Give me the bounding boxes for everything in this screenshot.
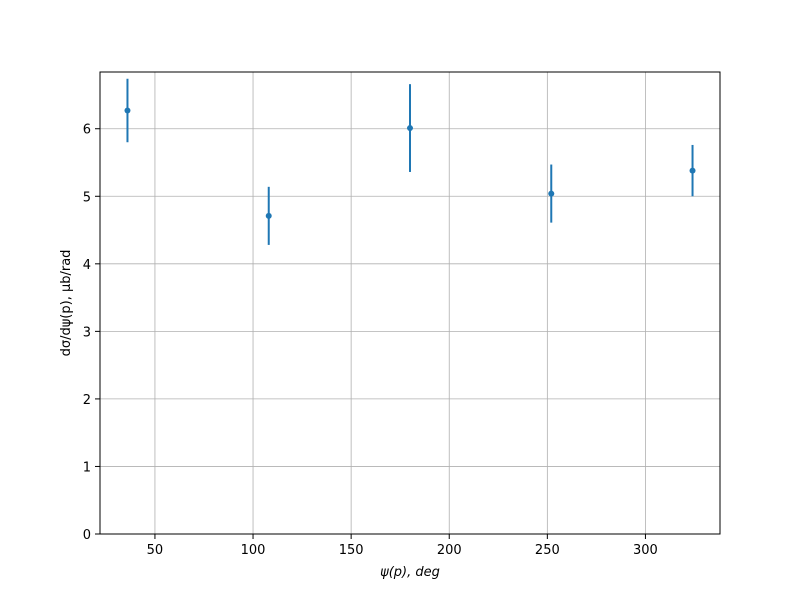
plot-frame [99,71,721,535]
y-tick-label: 6 [83,123,91,138]
y-tick-label: 0 [83,528,91,543]
y-tick-label: 2 [83,393,91,408]
x-tick-label: 100 [241,543,266,558]
point [265,212,272,219]
x-tick-label: 250 [535,543,560,558]
x-tick-label: 300 [633,543,658,558]
point [689,167,696,174]
x-tick-label: 200 [437,543,462,558]
point [548,190,555,197]
y-axis-label: dσ/dψ(p), μb/rad [59,250,74,357]
y-tick-label: 4 [83,258,91,273]
x-tick-label: 150 [339,543,364,558]
x-axis-label: ψ(p), deg [380,565,440,580]
point [407,125,413,132]
y-tick-label: 3 [83,325,91,340]
point [124,107,131,114]
y-tick-label: 1 [83,460,91,475]
x-tick-label: 50 [147,543,164,558]
y-tick-label: 5 [83,190,91,205]
